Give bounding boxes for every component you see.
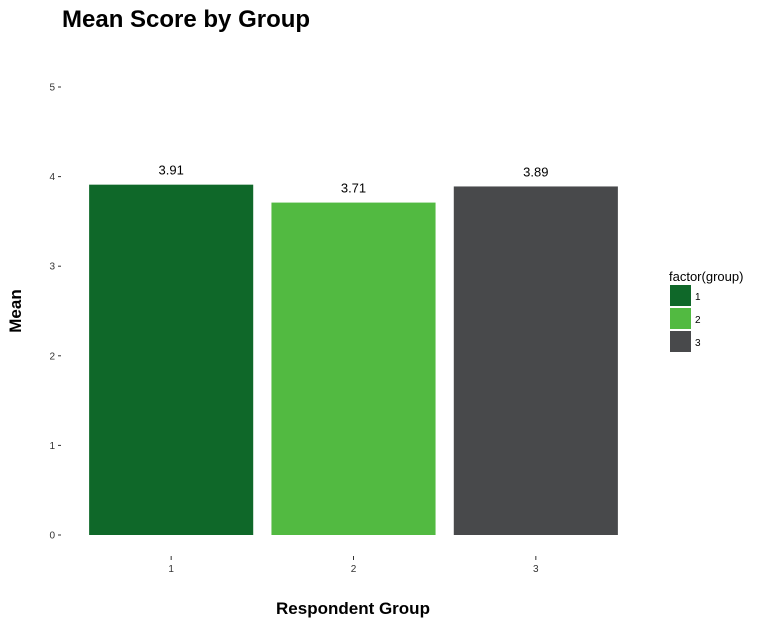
bar-value-label: 3.89	[523, 164, 548, 179]
y-axis: 0 1 2 3 4 5	[49, 83, 61, 542]
y-tick-label: 5	[49, 83, 55, 94]
y-tick-label: 3	[49, 262, 55, 273]
y-tick-label: 1	[49, 441, 55, 452]
y-tick-label: 2	[49, 351, 55, 362]
bar-group-1	[89, 184, 254, 535]
legend-key	[670, 331, 691, 352]
bar-group-2	[271, 202, 436, 536]
bar-value-label: 3.71	[341, 181, 366, 196]
y-axis-title: Mean	[6, 289, 25, 332]
x-axis-title: Respondent Group	[276, 599, 430, 618]
legend-title: factor(group)	[669, 269, 743, 284]
bar-group-3	[453, 186, 618, 535]
x-tick-label: 2	[351, 564, 357, 575]
legend: factor(group) 1 2 3	[669, 269, 743, 352]
y-tick-label: 4	[49, 172, 55, 183]
x-tick-label: 1	[168, 564, 174, 575]
x-axis: 1 2 3	[168, 556, 539, 575]
legend-items: 1 2 3	[670, 285, 701, 352]
chart-title: Mean Score by Group	[62, 6, 310, 33]
legend-label: 1	[695, 292, 701, 303]
legend-key	[670, 285, 691, 306]
bars	[89, 184, 618, 536]
legend-label: 2	[695, 315, 701, 326]
bar-value-label: 3.91	[159, 163, 184, 178]
bar-value-labels: 3.91 3.71 3.89	[159, 163, 549, 196]
x-tick-label: 3	[533, 564, 539, 575]
legend-label: 3	[695, 338, 701, 349]
y-tick-label: 0	[49, 531, 55, 542]
legend-key	[670, 308, 691, 329]
